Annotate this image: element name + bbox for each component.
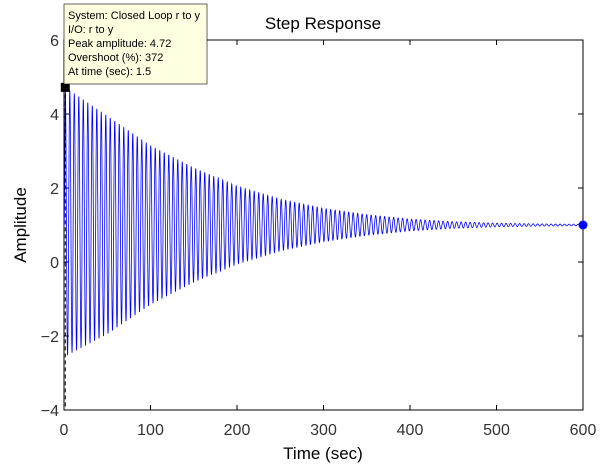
x-tick-label: 0 xyxy=(60,422,69,439)
y-tick-label: 0 xyxy=(50,255,59,272)
x-tick-label: 200 xyxy=(224,422,251,439)
y-tick-label: 6 xyxy=(50,33,59,50)
peak-datatip[interactable]: System: Closed Loop r to y I/O: r to y P… xyxy=(63,3,208,85)
datatip-line: At time (sec): 1.5 xyxy=(68,66,151,78)
final-value-marker[interactable] xyxy=(578,220,588,230)
y-axis-label: Amplitude xyxy=(11,187,30,263)
tick-labels: 0 100 200 300 400 500 600 −4 −2 0 2 4 6 xyxy=(41,33,597,439)
peak-marker[interactable] xyxy=(60,82,70,92)
x-tick-label: 300 xyxy=(310,422,337,439)
datatip-line: System: Closed Loop r to y xyxy=(68,10,201,22)
y-tick-label: 4 xyxy=(50,107,59,124)
step-response-line xyxy=(63,87,584,356)
datatip-line: Peak amplitude: 4.72 xyxy=(68,38,171,50)
x-tick-label: 600 xyxy=(570,422,597,439)
datatip-line: I/O: r to y xyxy=(68,24,114,36)
datatip-box xyxy=(63,3,208,85)
x-axis-label: Time (sec) xyxy=(283,444,363,463)
x-tick-label: 500 xyxy=(483,422,510,439)
datatip-line: Overshoot (%): 372 xyxy=(68,52,163,64)
y-tick-label: 2 xyxy=(50,181,59,198)
series-layer xyxy=(60,82,588,410)
y-tick-label: −2 xyxy=(41,329,59,346)
plot-area xyxy=(63,39,584,411)
x-tick-label: 100 xyxy=(137,422,164,439)
y-tick-label: −4 xyxy=(41,403,59,420)
chart-title: Step Response xyxy=(265,14,381,33)
x-tick-label: 400 xyxy=(397,422,424,439)
